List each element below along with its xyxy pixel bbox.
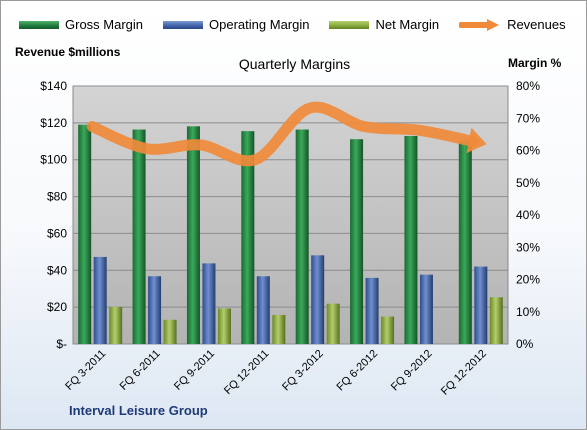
right-tick-label: 20% bbox=[516, 273, 540, 287]
left-tick-label: $100 bbox=[40, 153, 67, 167]
gross-margin-bar bbox=[350, 139, 364, 344]
right-tick-label: 30% bbox=[516, 240, 540, 254]
category-label: FQ 12-2012 bbox=[439, 348, 489, 398]
right-tick-label: 80% bbox=[516, 79, 540, 93]
net-margin-bar bbox=[326, 303, 340, 344]
operating-margin-bar bbox=[311, 255, 325, 344]
revenues-line bbox=[86, 101, 479, 167]
left-axis-title: Revenue $millions bbox=[15, 45, 121, 59]
category-label: FQ 3-2012 bbox=[280, 348, 326, 394]
right-tick-label: 0% bbox=[516, 337, 534, 351]
net-margin-bar bbox=[217, 308, 231, 344]
left-tick-label: $140 bbox=[40, 79, 67, 93]
left-tick-label: $40 bbox=[47, 263, 67, 277]
net-margin-bar bbox=[381, 316, 395, 344]
net-margin-bar bbox=[272, 314, 286, 344]
legend-item-operating-margin: Operating Margin bbox=[163, 17, 309, 32]
right-tick-label: 60% bbox=[516, 144, 540, 158]
legend-label-revenues: Revenues bbox=[507, 17, 566, 32]
legend-item-gross-margin: Gross Margin bbox=[19, 17, 143, 32]
category-label: FQ 6-2012 bbox=[335, 348, 381, 394]
right-axis-title: Margin % bbox=[508, 56, 562, 70]
net-margin-bar bbox=[163, 319, 177, 344]
legend-swatch-net-margin bbox=[329, 20, 370, 29]
gross-margin-bar bbox=[78, 124, 92, 344]
gross-margin-bar bbox=[458, 140, 472, 344]
category-label: FQ 3-2011 bbox=[63, 348, 108, 393]
left-tick-label: $60 bbox=[47, 226, 67, 240]
operating-margin-bar bbox=[474, 266, 488, 344]
legend-swatch-gross-margin bbox=[19, 20, 59, 29]
category-label: FQ 6-2011 bbox=[118, 348, 163, 393]
gross-margin-bar bbox=[132, 129, 146, 344]
legend-item-net-margin: Net Margin bbox=[329, 17, 439, 32]
operating-margin-bar bbox=[419, 274, 433, 344]
category-label: FQ 12-2011 bbox=[222, 348, 271, 397]
net-margin-bar bbox=[109, 306, 123, 344]
gross-margin-bar bbox=[241, 131, 255, 344]
legend-label-operating-margin: Operating Margin bbox=[209, 17, 310, 32]
gross-margin-bar bbox=[404, 135, 418, 344]
legend: Gross Margin Operating Margin Net Margin… bbox=[19, 17, 586, 32]
right-tick-label: 50% bbox=[516, 176, 540, 190]
gross-margin-bar bbox=[295, 129, 309, 344]
left-tick-label: $80 bbox=[47, 190, 67, 204]
legend-swatch-operating-margin bbox=[163, 20, 204, 29]
net-margin-bar bbox=[489, 297, 503, 344]
legend-arrow-icon bbox=[459, 18, 500, 31]
legend-label-net-margin: Net Margin bbox=[375, 17, 440, 32]
legend-item-revenues: Revenues bbox=[459, 17, 566, 32]
left-tick-label: $20 bbox=[47, 300, 67, 314]
right-tick-label: 40% bbox=[516, 208, 540, 222]
left-tick-label: $120 bbox=[40, 116, 67, 130]
category-label: FQ 9-2012 bbox=[389, 348, 435, 394]
company-name: Interval Leisure Group bbox=[69, 403, 208, 418]
chart-title: Quarterly Margins bbox=[238, 56, 351, 72]
legend-label-gross-margin: Gross Margin bbox=[65, 17, 144, 32]
gross-margin-bar bbox=[186, 126, 200, 344]
right-tick-label: 10% bbox=[516, 305, 540, 319]
left-tick-label: $- bbox=[56, 337, 67, 351]
operating-margin-bar bbox=[365, 277, 379, 344]
revenues-arrowhead bbox=[466, 127, 487, 154]
operating-margin-bar bbox=[93, 256, 107, 344]
operating-margin-bar bbox=[256, 276, 270, 344]
category-label: FQ 9-2011 bbox=[172, 348, 217, 393]
operating-margin-bar bbox=[148, 276, 162, 344]
operating-margin-bar bbox=[202, 263, 216, 344]
right-tick-label: 70% bbox=[516, 111, 540, 125]
